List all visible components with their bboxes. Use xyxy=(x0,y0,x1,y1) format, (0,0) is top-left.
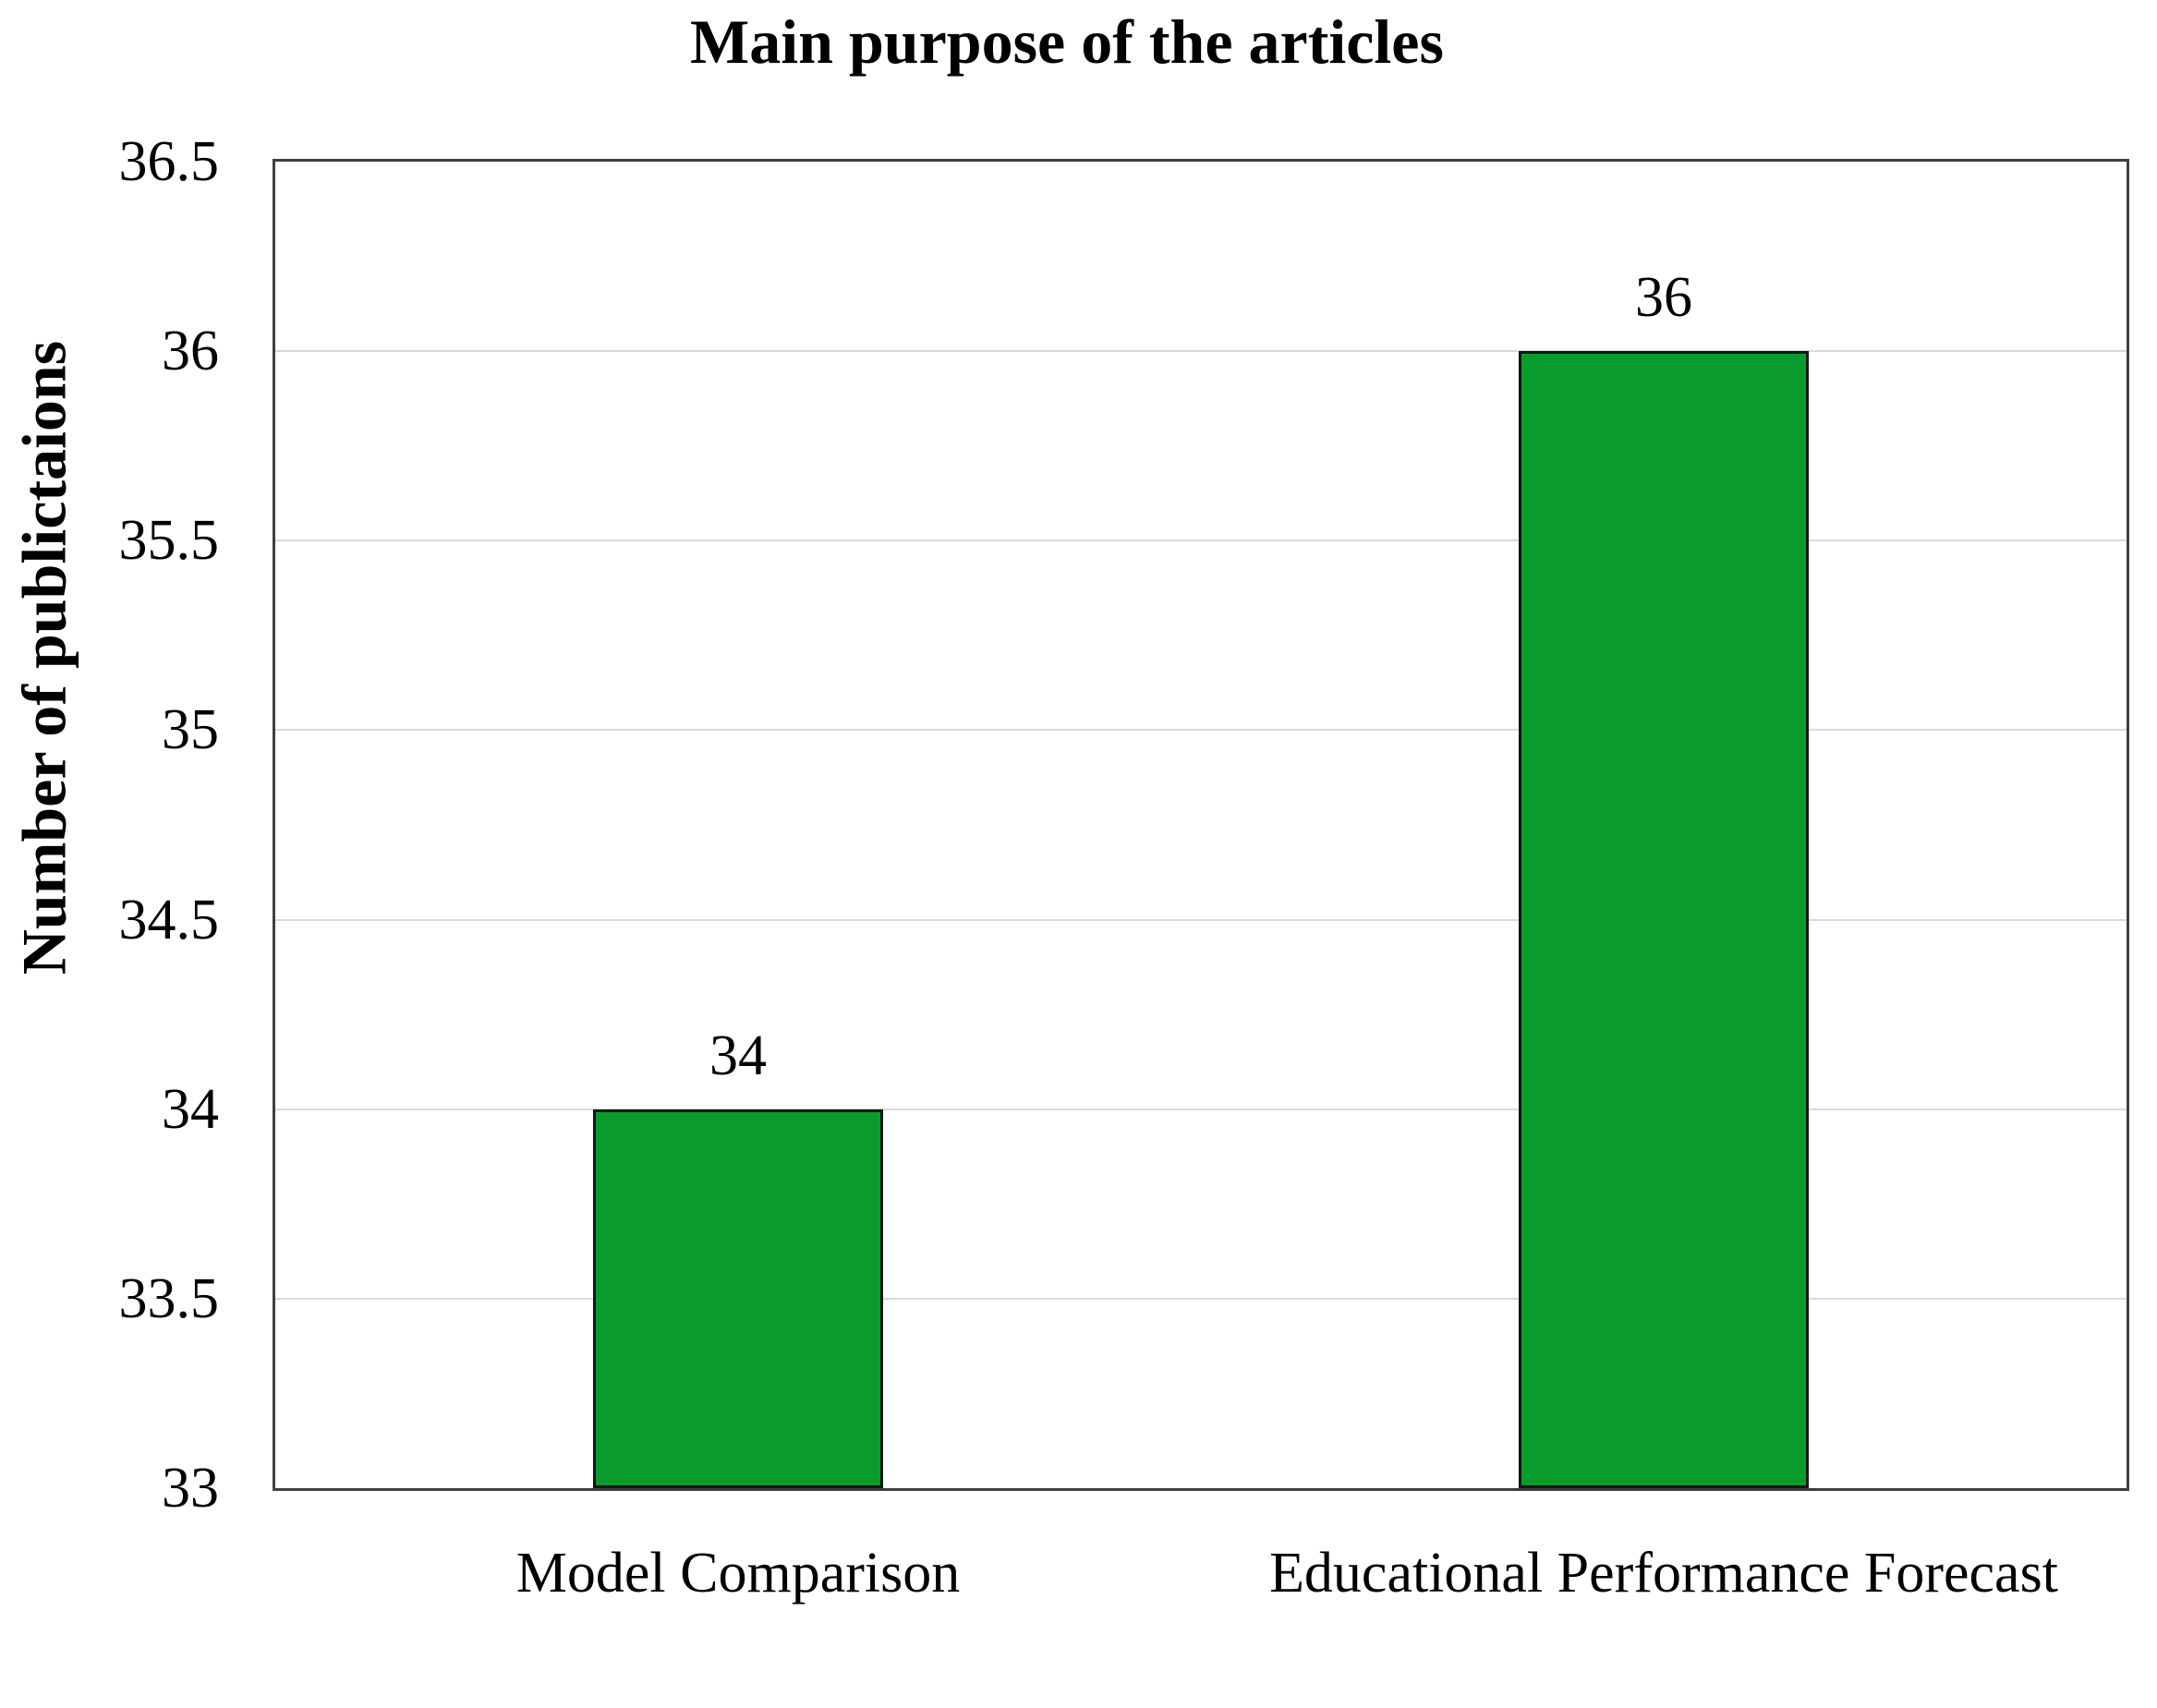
gridline xyxy=(275,539,2127,542)
y-axis-tick-label: 34.5 xyxy=(118,888,220,951)
gridline xyxy=(275,1108,2127,1110)
y-axis-tick-label: 35 xyxy=(162,698,219,762)
y-axis-tick-label: 36 xyxy=(162,320,219,383)
plot-inner: 34 36 xyxy=(275,162,2127,1488)
bar-data-label: 36 xyxy=(1635,266,1692,330)
x-category-label: Educational Performance Forecast xyxy=(1269,1542,2058,1605)
y-axis-tick-label: 36.5 xyxy=(118,130,220,193)
chart-title: Main purpose of the articles xyxy=(690,6,1444,77)
y-axis-tick-label: 35.5 xyxy=(118,509,220,573)
gridline xyxy=(275,729,2127,732)
y-axis-tick-label: 34 xyxy=(162,1077,219,1141)
y-axis-tick-label: 33 xyxy=(162,1457,219,1520)
gridline xyxy=(275,350,2127,353)
gridline xyxy=(275,1297,2127,1300)
x-axis-category-labels: Model Comparison Educational Performance … xyxy=(275,1535,2127,1611)
y-axis-tick-labels: 33 33.5 34 34.5 35 35.5 36 36.5 xyxy=(0,0,220,1708)
plot-area: 34 36 xyxy=(273,159,2129,1491)
y-axis-tick-label: 33.5 xyxy=(118,1266,220,1330)
x-category-label: Model Comparison xyxy=(515,1542,961,1605)
gridline xyxy=(275,918,2127,921)
bar-1 xyxy=(1519,351,1809,1488)
bar-0 xyxy=(593,1108,883,1488)
bar-data-label: 34 xyxy=(709,1024,767,1087)
